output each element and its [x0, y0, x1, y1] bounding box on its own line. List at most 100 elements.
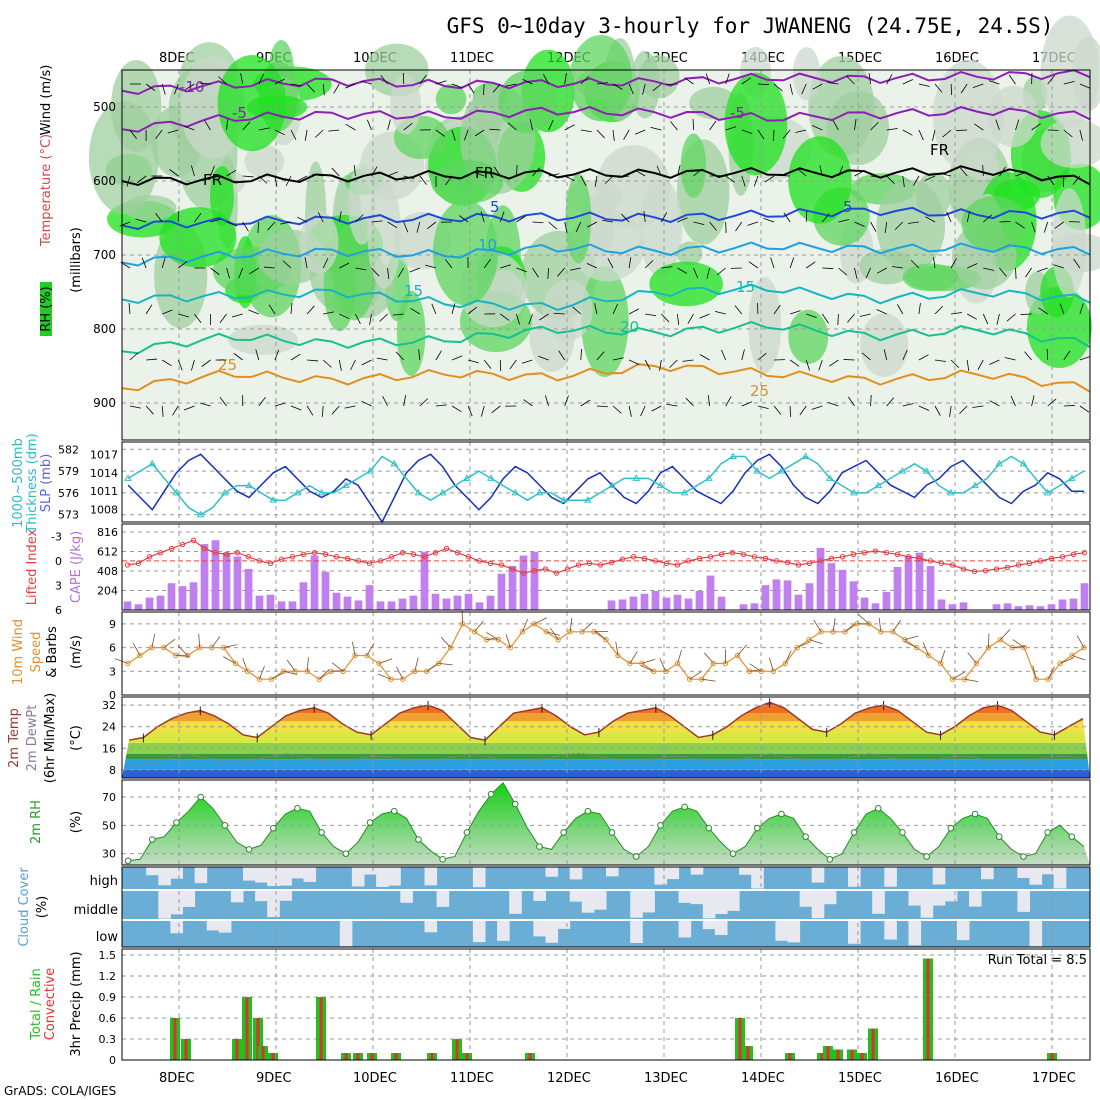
wind-barb: [194, 212, 202, 223]
li-marker: [806, 560, 813, 567]
precip-conv-bar: [356, 1053, 360, 1060]
rh-marker: [826, 856, 834, 863]
cape-bar: [299, 582, 308, 610]
wind-barb: [812, 83, 823, 90]
wind-marker: [352, 652, 358, 659]
series-line: [127, 453, 1084, 524]
wind-barb: [474, 129, 485, 137]
wind-marker: [997, 636, 1004, 643]
wind-barb: [1053, 264, 1064, 269]
thickness-marker: [124, 474, 132, 481]
panel-border: [121, 69, 1091, 441]
wind-barb: [435, 404, 447, 407]
cloud-clear-cell: [279, 891, 292, 901]
li-marker: [124, 562, 131, 568]
wind-barb: [345, 83, 356, 89]
rh-marker: [342, 850, 350, 857]
isotherm-line: [121, 283, 1091, 311]
wind-barb: [395, 351, 404, 361]
wind-barb: [952, 671, 965, 680]
wind-barb: [876, 309, 887, 315]
cape-bar: [772, 579, 781, 610]
wind-barb: [999, 166, 1006, 177]
rh-marker: [899, 829, 906, 836]
wind-barb: [344, 405, 356, 409]
rh-shade: [1051, 188, 1087, 298]
wind-barb: [902, 403, 914, 407]
thickness-marker: [245, 481, 253, 489]
cape-bar: [167, 583, 176, 610]
wind-10m-panel: 0 3 6 9 10m Wind Speed & Barbs (m/s): [11, 609, 1091, 702]
temp-band: [122, 702, 1090, 706]
rh-marker: [850, 829, 858, 836]
wind-barb: [387, 221, 398, 229]
wind-marker: [579, 629, 585, 635]
wind-barb: [580, 348, 582, 361]
wind-barb: [248, 309, 259, 315]
cloud-clear-cell: [339, 921, 353, 947]
li-marker: [685, 558, 692, 564]
wind-barb: [884, 221, 888, 233]
wind-barb: [274, 129, 285, 136]
li-marker: [256, 558, 263, 564]
wind-barb: [749, 668, 764, 672]
thickness-marker: [196, 510, 205, 518]
wind-barb: [306, 305, 315, 315]
wind-marker: [1045, 676, 1051, 682]
cape-bar: [277, 601, 286, 610]
wind-barb: [226, 221, 238, 227]
wind-barb: [878, 617, 882, 632]
wind-barb: [161, 83, 166, 95]
li-marker: [366, 560, 373, 567]
wind-barb: [317, 212, 324, 223]
li-marker: [179, 541, 186, 548]
wind-barb: [259, 665, 265, 680]
panel-border: [121, 866, 1091, 948]
cape-bar: [211, 540, 220, 610]
precip-panel: 0 0.3 0.6 0.9 1.2 1.5 Run Total = 8.5 Total / R…: [29, 948, 1091, 1067]
precip-conv-bar: [245, 997, 249, 1060]
cloud-clear-cell: [545, 921, 559, 943]
precip-conv-bar: [256, 1018, 260, 1060]
wind-barb: [709, 221, 717, 231]
wind-barb: [942, 129, 952, 138]
wind-barb: [569, 267, 581, 271]
thickness-marker: [680, 488, 689, 496]
li-marker: [861, 549, 868, 556]
cape-bar: [893, 567, 902, 610]
wind-barb: [628, 405, 632, 417]
wind-barb: [907, 221, 919, 224]
wind-barb: [651, 405, 662, 412]
rh-shade: [987, 85, 1039, 148]
wind-barb: [290, 405, 302, 411]
wind-barb: [548, 119, 554, 131]
cloud-clear-cell: [981, 867, 994, 880]
wind-barb: [1024, 351, 1032, 361]
wind-barb: [805, 359, 810, 371]
li-marker: [1081, 549, 1088, 556]
wind-barb: [403, 395, 407, 407]
isotherm-line: [121, 363, 1091, 393]
wind-barb: [741, 129, 753, 134]
y-tick-label: 50: [102, 819, 116, 832]
li-marker: [652, 558, 659, 564]
thickness-marker: [753, 467, 762, 474]
wind-barb: [219, 313, 227, 324]
cape-bar: [882, 591, 891, 610]
wind-barb: [1071, 655, 1086, 661]
bottom-date-axis: 8DEC 9DEC 10DEC 11DEC 12DEC 13DEC 14DEC 15DEC 16…: [159, 1071, 1076, 1086]
wind-barb: [1032, 665, 1037, 680]
cloud-clear-cell: [158, 891, 171, 919]
wind-barb: [523, 399, 533, 407]
wind-barb: [361, 400, 372, 407]
contour-label: FR: [930, 141, 949, 159]
cloud-clear-cell: [908, 921, 922, 946]
rh-marker: [511, 800, 519, 808]
li-marker: [641, 555, 648, 562]
axis-label: Cloud Cover: [17, 867, 32, 947]
wind-barb: [290, 353, 301, 361]
precip-conv-bar: [860, 1053, 864, 1060]
precip-conv-bar: [394, 1053, 398, 1060]
li-marker: [201, 545, 208, 552]
wind-barb: [553, 312, 565, 315]
